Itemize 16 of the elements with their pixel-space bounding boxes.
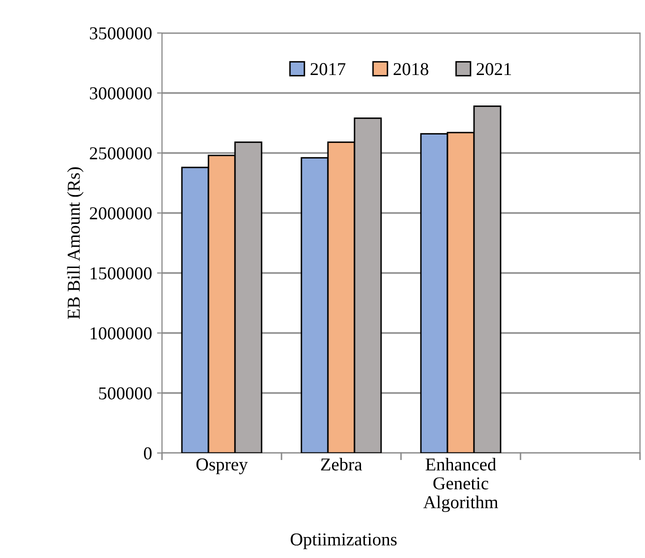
legend-label: 2021 [476, 63, 511, 76]
y-tick-label: 3500000 [90, 27, 152, 40]
y-tick-label: 1000000 [90, 327, 152, 340]
y-tick-label: 3000000 [90, 87, 152, 100]
legend-label: 2017 [310, 63, 346, 76]
x-tick-label: Osprey [196, 458, 248, 474]
y-tick-label: 0 [144, 447, 152, 460]
y-tick-label: 2000000 [90, 207, 152, 220]
y-tick-label: 1500000 [90, 267, 152, 280]
x-axis-title: Optiimizations [290, 533, 397, 550]
y-tick-label: 2500000 [90, 147, 152, 160]
legend-label: 2018 [394, 63, 428, 76]
y-tick-label: 500000 [99, 387, 152, 400]
y-axis-title: EB Bill Amount (Rs) [67, 167, 84, 319]
x-tick-label: Enhanced Genetic Algorithm [423, 458, 498, 512]
x-tick-label: Zebra [321, 458, 362, 471]
